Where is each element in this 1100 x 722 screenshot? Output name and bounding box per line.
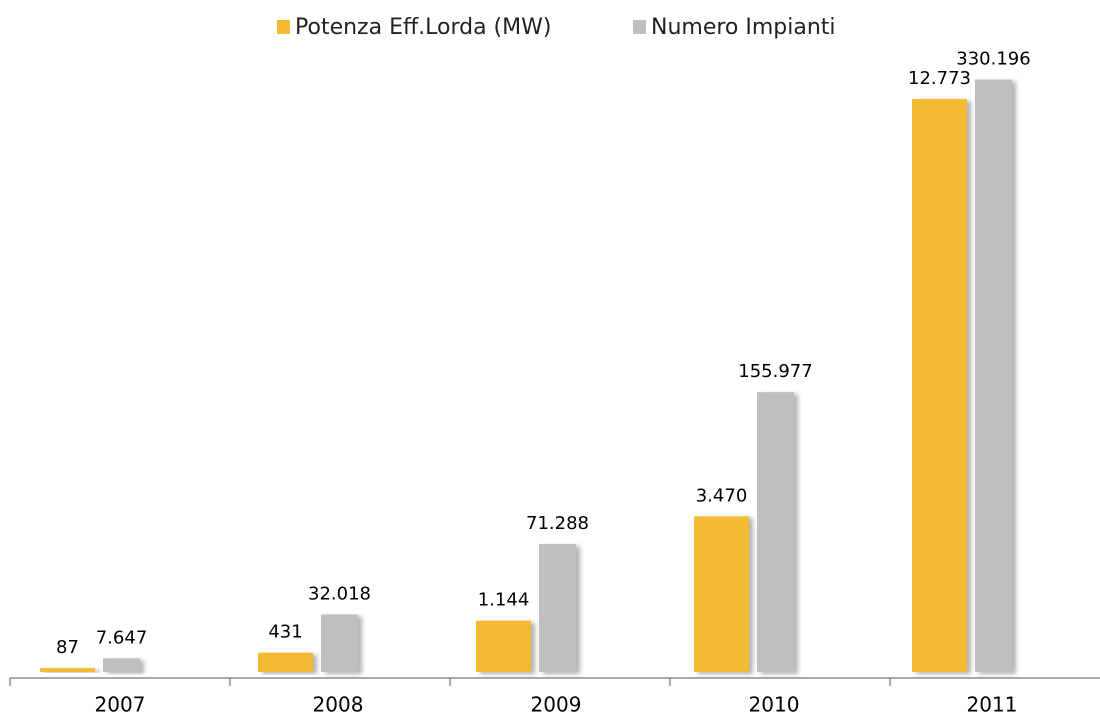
bar	[321, 614, 358, 672]
bar	[912, 99, 967, 672]
legend-swatch	[633, 20, 646, 34]
x-tick-label: 2007	[95, 693, 146, 717]
data-label: 32.018	[308, 584, 371, 605]
legend-swatch	[277, 20, 290, 34]
x-tick-label: 2010	[749, 693, 800, 717]
x-tick-label: 2011	[967, 693, 1018, 717]
data-label: 431	[268, 622, 302, 643]
bar	[757, 392, 794, 672]
data-label: 12.773	[908, 68, 971, 89]
data-label: 155.977	[738, 361, 812, 382]
bar	[40, 668, 95, 672]
bar	[694, 516, 749, 672]
x-tick-label: 2008	[313, 693, 364, 717]
bar	[539, 544, 576, 672]
legend-label: Numero Impianti	[651, 15, 836, 40]
data-label: 87	[56, 637, 79, 658]
bar	[258, 652, 313, 672]
legend-label: Potenza Eff.Lorda (MW)	[295, 15, 551, 40]
data-label: 330.196	[956, 49, 1030, 70]
bar	[975, 79, 1012, 672]
data-label: 71.288	[526, 513, 589, 534]
x-tick-label: 2009	[531, 693, 582, 717]
data-label: 3.470	[696, 485, 748, 506]
data-label: 1.144	[478, 590, 530, 611]
bar	[476, 620, 531, 672]
bar	[103, 658, 140, 672]
data-label: 7.647	[96, 627, 148, 648]
x-axis	[9, 677, 1100, 686]
